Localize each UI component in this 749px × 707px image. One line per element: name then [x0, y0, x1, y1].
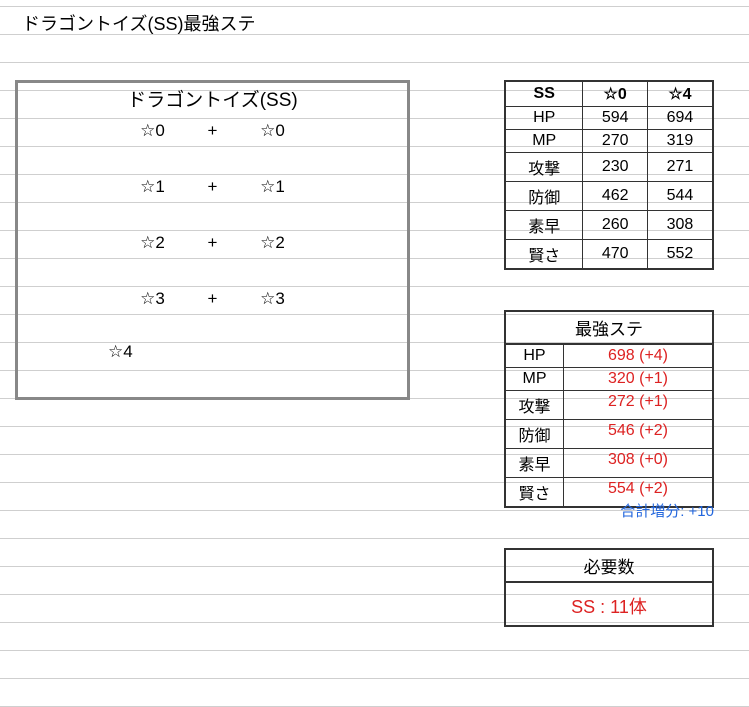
- fusion-rhs: ☆0: [243, 121, 303, 141]
- fusion-rhs: ☆2: [243, 233, 303, 253]
- best-label: 防御: [506, 420, 564, 448]
- best-stats-row: HP698 (+4): [506, 345, 712, 368]
- best-label: MP: [506, 368, 564, 390]
- best-value: 320 (+1): [564, 368, 712, 390]
- stat-table-row: HP594694: [505, 107, 713, 130]
- stat-label: 賢さ: [505, 240, 583, 270]
- stat-header-ss: SS: [505, 81, 583, 107]
- required-count-box: 必要数 SS : 11体: [504, 548, 714, 627]
- fusion-lhs: ☆0: [123, 121, 183, 141]
- stat-value-star0: 462: [583, 182, 647, 211]
- fusion-tree-box: ドラゴントイズ(SS) ☆0+☆0☆1+☆1☆2+☆2☆3+☆3 ☆4: [15, 80, 410, 400]
- best-stats-header: 最強ステ: [506, 312, 712, 345]
- stat-value-star4: 271: [647, 153, 713, 182]
- stat-value-star4: 694: [647, 107, 713, 130]
- best-label: HP: [506, 345, 564, 367]
- stat-label: 防御: [505, 182, 583, 211]
- best-stats-box: 最強ステ HP698 (+4)MP320 (+1)攻撃272 (+1)防御546…: [504, 310, 714, 508]
- best-value: 272 (+1): [564, 391, 712, 419]
- stat-table-row: 攻撃230271: [505, 153, 713, 182]
- stat-table-row: 賢さ470552: [505, 240, 713, 270]
- fusion-row: ☆1+☆1: [18, 174, 407, 200]
- fusion-row: ☆0+☆0: [18, 118, 407, 144]
- total-increment-value: +10: [689, 503, 714, 520]
- best-label: 攻撃: [506, 391, 564, 419]
- stat-header-star4: ☆4: [647, 81, 713, 107]
- stat-header-star0: ☆0: [583, 81, 647, 107]
- required-count-body: SS : 11体: [506, 583, 712, 625]
- stat-value-star0: 470: [583, 240, 647, 270]
- fusion-lhs: ☆2: [123, 233, 183, 253]
- stat-label: 素早: [505, 211, 583, 240]
- required-count-header: 必要数: [506, 550, 712, 583]
- stat-value-star0: 270: [583, 130, 647, 153]
- stat-label: MP: [505, 130, 583, 153]
- page-title: ドラゴントイズ(SS)最強ステ: [22, 10, 255, 36]
- stat-table-row: 防御462544: [505, 182, 713, 211]
- best-label: 素早: [506, 449, 564, 477]
- best-stats-row: MP320 (+1): [506, 368, 712, 391]
- fusion-tree-header: ドラゴントイズ(SS): [18, 83, 407, 118]
- plus-icon: +: [183, 177, 243, 197]
- best-stats-row: 攻撃272 (+1): [506, 391, 712, 420]
- fusion-lhs: ☆1: [123, 177, 183, 197]
- fusion-lhs: ☆3: [123, 289, 183, 309]
- stat-value-star0: 260: [583, 211, 647, 240]
- stat-value-star4: 544: [647, 182, 713, 211]
- stat-table-header-row: SS ☆0 ☆4: [505, 81, 713, 107]
- stat-value-star0: 230: [583, 153, 647, 182]
- stat-label: HP: [505, 107, 583, 130]
- best-value: 698 (+4): [564, 345, 712, 367]
- stat-table-row: MP270319: [505, 130, 713, 153]
- fusion-final: ☆4: [18, 342, 407, 368]
- stat-table-row: 素早260308: [505, 211, 713, 240]
- plus-icon: +: [183, 121, 243, 141]
- plus-icon: +: [183, 233, 243, 253]
- plus-icon: +: [183, 289, 243, 309]
- total-increment-line: 合計増分: +10: [504, 500, 714, 521]
- total-increment-label: 合計増分:: [620, 503, 684, 520]
- fusion-row: ☆3+☆3: [18, 286, 407, 312]
- stat-value-star0: 594: [583, 107, 647, 130]
- best-value: 308 (+0): [564, 449, 712, 477]
- stat-value-star4: 308: [647, 211, 713, 240]
- fusion-row: ☆2+☆2: [18, 230, 407, 256]
- best-value: 546 (+2): [564, 420, 712, 448]
- fusion-rhs: ☆3: [243, 289, 303, 309]
- stat-table: SS ☆0 ☆4 HP594694MP270319攻撃230271防御46254…: [504, 80, 714, 270]
- best-stats-row: 素早308 (+0): [506, 449, 712, 478]
- stat-value-star4: 552: [647, 240, 713, 270]
- stat-label: 攻撃: [505, 153, 583, 182]
- fusion-rhs: ☆1: [243, 177, 303, 197]
- stat-value-star4: 319: [647, 130, 713, 153]
- best-stats-row: 防御546 (+2): [506, 420, 712, 449]
